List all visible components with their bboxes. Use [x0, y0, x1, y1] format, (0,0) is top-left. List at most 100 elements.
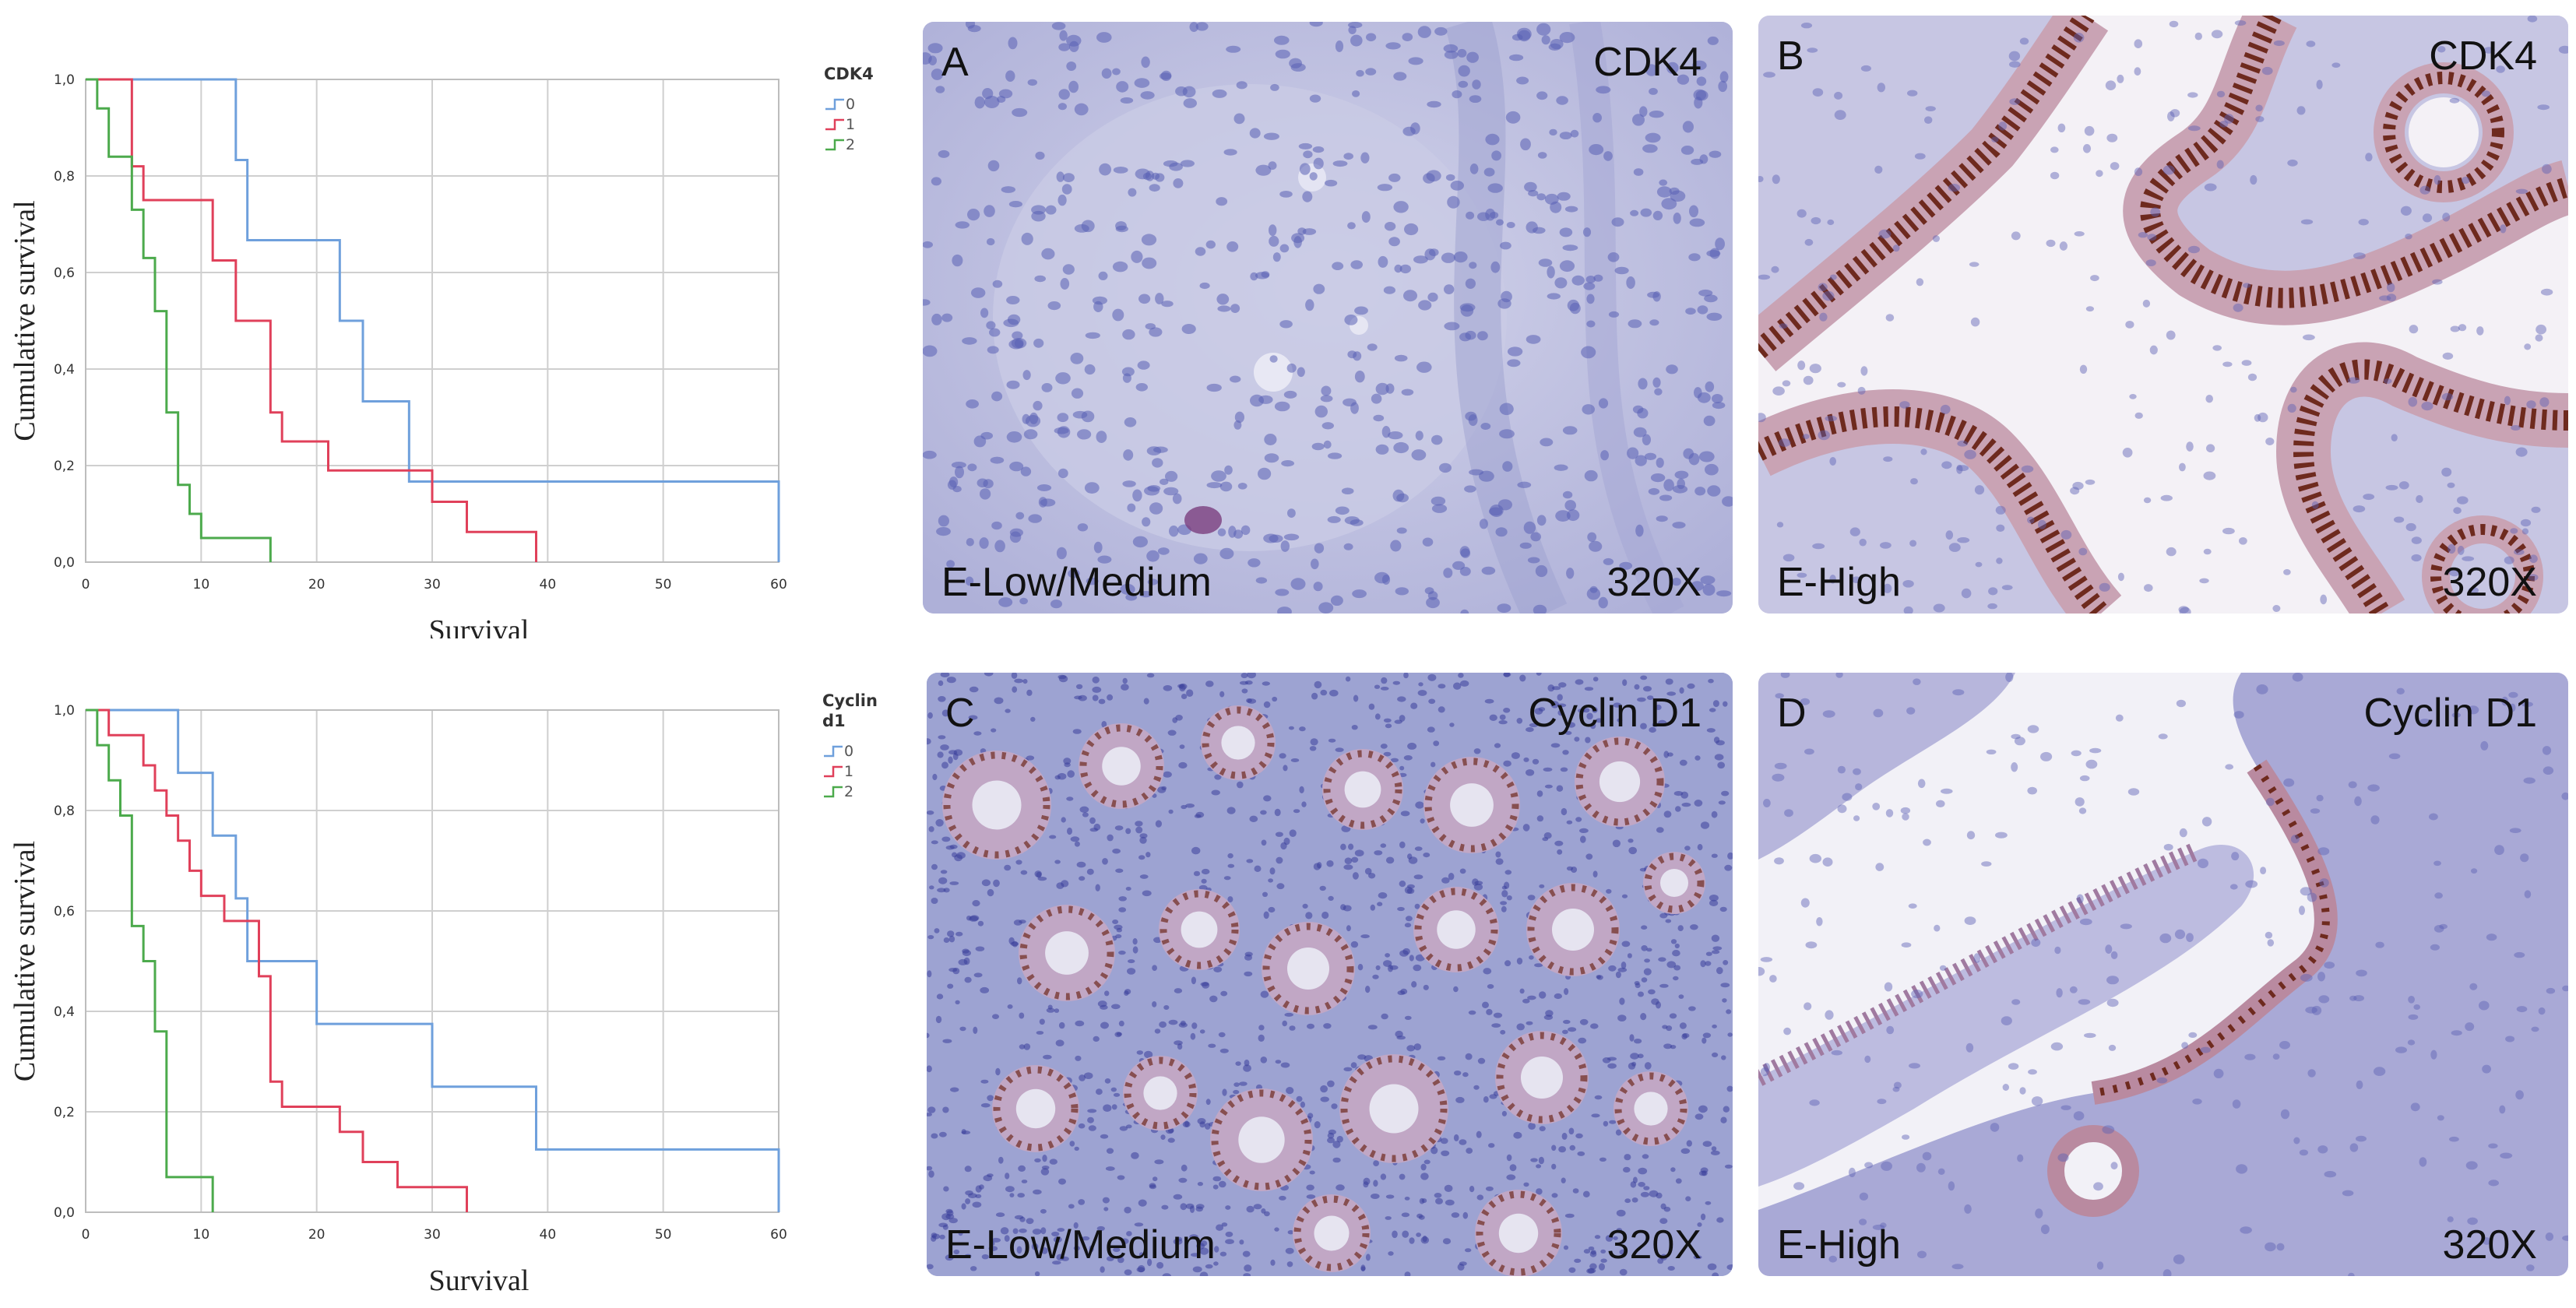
nucleus	[1584, 687, 1594, 691]
nucleus	[1964, 916, 1976, 925]
nucleus	[1225, 1239, 1234, 1244]
nucleus	[2239, 537, 2247, 545]
nucleus	[2160, 494, 2173, 501]
nucleus	[2038, 519, 2046, 529]
nucleus	[2287, 403, 2296, 413]
gland-nuclei	[1614, 1072, 1687, 1145]
nucleus	[1547, 265, 1555, 279]
nucleus	[1100, 1134, 1109, 1139]
micrograph-c-image	[927, 673, 1733, 1276]
nucleus	[969, 916, 979, 922]
nucleus	[1458, 673, 1464, 678]
nucleus	[1313, 582, 1323, 592]
nucleus	[1306, 1194, 1316, 1199]
nucleus	[2224, 114, 2234, 124]
nucleus	[2017, 1154, 2024, 1162]
nucleus	[1119, 1126, 1128, 1131]
nucleus	[1099, 163, 1111, 176]
km-chart-cyclin-d1: 0 10 20 30 40 50 600,00,20,40,60,81,0SurvivalC…	[9, 691, 878, 1296]
nucleus	[1607, 1063, 1617, 1069]
nucleus	[2439, 923, 2448, 930]
nucleus	[2125, 321, 2134, 329]
nucleus	[1058, 1021, 1065, 1029]
nucleus	[2096, 1261, 2104, 1270]
nucleus	[1402, 33, 1413, 41]
nucleus	[1956, 464, 1963, 474]
nucleus	[1608, 311, 1620, 318]
nucleus	[2093, 1182, 2103, 1191]
nucleus	[1287, 1230, 1294, 1235]
nucleus	[1344, 315, 1358, 325]
gland-nuclei	[1424, 758, 1519, 853]
nucleus	[2383, 378, 2392, 384]
nucleus	[1469, 262, 1477, 269]
nucleus	[1694, 487, 1706, 496]
nucleus	[1666, 62, 1679, 74]
nucleus	[1096, 1088, 1103, 1095]
nucleus	[1630, 1181, 1637, 1188]
nucleus	[1062, 173, 1075, 183]
nucleus	[1619, 997, 1625, 1005]
nucleus	[1544, 784, 1553, 789]
nucleus	[1418, 300, 1432, 311]
nucleus	[2236, 1164, 2248, 1174]
cyclin-xtick-label: 20	[308, 1227, 326, 1243]
nucleus	[2354, 796, 2362, 807]
nucleus	[1067, 770, 1075, 778]
nucleus	[1586, 294, 1595, 304]
nucleus	[1536, 91, 1548, 100]
nucleus	[2079, 775, 2090, 782]
nucleus	[1075, 1020, 1085, 1027]
nucleus	[1577, 1151, 1585, 1156]
nucleus	[2106, 133, 2118, 142]
nucleus	[1433, 740, 1440, 747]
nucleus	[1948, 543, 1961, 552]
nucleus	[1404, 1197, 1410, 1201]
nucleus	[1087, 1116, 1094, 1123]
nucleus	[1961, 588, 1972, 599]
nucleus	[984, 205, 995, 217]
cyclin-x-axis-label: Survival	[429, 1264, 530, 1296]
nucleus	[1444, 51, 1459, 59]
nucleus	[1258, 467, 1272, 480]
nucleus	[1145, 852, 1151, 858]
nucleus	[1331, 1103, 1338, 1109]
nucleus	[1377, 184, 1393, 192]
nucleus	[1643, 686, 1652, 692]
nucleus	[2419, 719, 2431, 725]
nucleus	[1191, 846, 1201, 855]
nucleus	[1416, 1232, 1421, 1237]
nucleus	[2219, 121, 2229, 128]
nucleus	[2244, 1053, 2256, 1060]
panel-d-letter: D	[1777, 691, 1807, 736]
nucleus	[1293, 236, 1302, 248]
nucleus	[1479, 470, 1494, 482]
nucleus	[1019, 1044, 1026, 1050]
nucleus	[2469, 983, 2478, 990]
nucleus	[1233, 1082, 1240, 1087]
nucleus	[2008, 1063, 2019, 1070]
nucleus	[1937, 1168, 1945, 1175]
nucleus	[1462, 1211, 1469, 1219]
nucleus	[1350, 1062, 1357, 1068]
cdk4-legend-swatch-2	[825, 139, 844, 151]
nucleus	[1957, 537, 1970, 543]
nucleus	[1031, 210, 1046, 222]
nucleus	[1124, 1206, 1131, 1214]
nucleus	[1056, 171, 1065, 182]
nucleus	[1078, 1123, 1086, 1129]
nucleus	[1220, 990, 1228, 997]
nucleus	[1156, 1261, 1164, 1269]
nucleus	[1771, 265, 1779, 273]
nucleus	[2296, 106, 2306, 115]
nucleus	[1423, 984, 1429, 990]
nucleus	[1020, 466, 1032, 476]
nucleus	[931, 863, 938, 870]
nucleus	[1617, 967, 1628, 972]
nucleus	[2167, 111, 2175, 121]
nucleus	[1077, 523, 1089, 532]
nucleus	[1892, 244, 1900, 252]
nucleus	[1218, 1032, 1226, 1038]
nucleus	[928, 826, 934, 832]
nucleus	[942, 1106, 949, 1113]
